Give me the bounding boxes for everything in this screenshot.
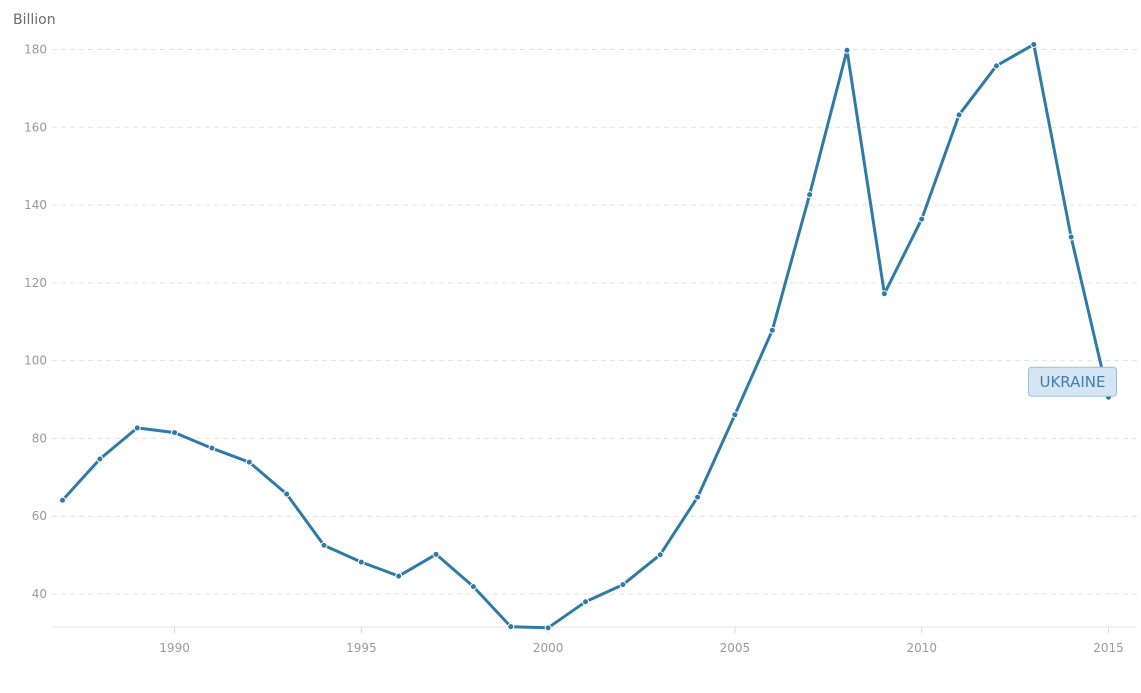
data-point-1996[interactable] (395, 572, 403, 580)
data-point-2010[interactable] (918, 215, 926, 223)
y-tick-label: 140 (24, 198, 47, 212)
gridlines (52, 49, 1137, 595)
data-point-2004[interactable] (694, 493, 702, 501)
data-point-2014[interactable] (1067, 233, 1075, 241)
data-point-1990[interactable] (171, 429, 179, 437)
data-point-1992[interactable] (245, 458, 253, 466)
data-point-2007[interactable] (806, 191, 814, 199)
y-unit-label: Billion (13, 12, 56, 28)
data-point-1997[interactable] (432, 550, 440, 558)
data-point-1995[interactable] (357, 558, 365, 566)
data-point-2009[interactable] (880, 290, 888, 298)
y-tick-label: 160 (24, 120, 47, 134)
data-point-1988[interactable] (96, 455, 104, 463)
series-layer (59, 40, 1112, 632)
y-tick-label: 180 (24, 43, 47, 57)
x-tick-label: 1990 (159, 641, 190, 655)
data-point-1993[interactable] (283, 490, 291, 498)
data-point-2013[interactable] (1030, 40, 1038, 48)
x-tick-label: 2010 (906, 641, 937, 655)
y-tick-label: 100 (24, 354, 47, 368)
y-tick-label: 80 (32, 431, 47, 445)
data-point-1998[interactable] (469, 583, 477, 591)
data-point-1987[interactable] (59, 496, 66, 504)
data-point-1991[interactable] (208, 444, 216, 452)
x-axis: 1990 1995 2000 2005 2010 2015 (52, 626, 1137, 655)
series-line-ukraine[interactable] (61, 42, 1110, 630)
data-point-2001[interactable] (582, 598, 589, 606)
y-tick-label: 40 (32, 587, 47, 601)
x-tick-label: 2000 (533, 641, 564, 655)
data-point-1999[interactable] (507, 623, 515, 631)
data-point-2006[interactable] (768, 326, 776, 334)
data-point-2005[interactable] (731, 411, 739, 419)
data-point-2012[interactable] (992, 62, 1000, 70)
data-point-2002[interactable] (619, 581, 627, 589)
data-point-2003[interactable] (656, 551, 664, 559)
data-point-2000[interactable] (544, 624, 552, 632)
y-tick-label: 60 (32, 509, 47, 523)
series-tag-box (1028, 366, 1117, 397)
data-point-1989[interactable] (133, 424, 141, 432)
series-tag-layer: UKRAINE (1028, 366, 1117, 397)
y-tick-label: 120 (24, 276, 47, 290)
y-axis-ticks: 40 60 80 100 120 140 160 180 (24, 43, 47, 602)
x-tick-label: 1995 (346, 641, 377, 655)
x-tick-label: 2015 (1093, 641, 1124, 655)
data-point-1994[interactable] (320, 541, 328, 549)
series-tag-label: UKRAINE (1039, 373, 1105, 391)
series-tag: UKRAINE (1028, 366, 1117, 397)
x-tick-label: 2005 (720, 641, 751, 655)
data-point-2008[interactable] (843, 46, 851, 54)
data-point-2011[interactable] (955, 111, 963, 119)
